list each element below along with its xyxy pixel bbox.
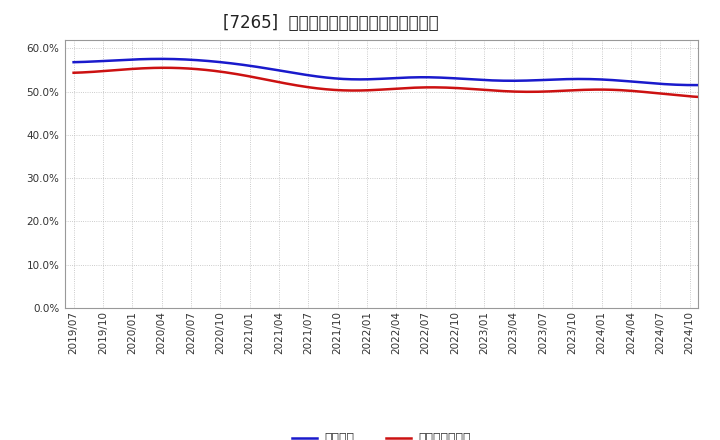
固定長期適合率 — [69, 70, 78, 75]
固定比率 — [445, 75, 454, 81]
Line: 固定比率: 固定比率 — [73, 59, 720, 96]
固定比率 — [156, 56, 164, 62]
固定比率 — [69, 59, 78, 65]
Title: [7265]  固定比率、固定長期適合率の推移: [7265] 固定比率、固定長期適合率の推移 — [223, 15, 438, 33]
Legend: 固定比率, 固定長期適合率: 固定比率, 固定長期適合率 — [287, 427, 476, 440]
固定長期適合率 — [161, 65, 170, 70]
固定長期適合率 — [525, 89, 534, 95]
固定比率 — [210, 59, 218, 64]
固定比率 — [525, 78, 534, 83]
固定長期適合率 — [210, 68, 218, 73]
固定長期適合率 — [445, 85, 454, 90]
Line: 固定長期適合率: 固定長期適合率 — [73, 68, 720, 106]
